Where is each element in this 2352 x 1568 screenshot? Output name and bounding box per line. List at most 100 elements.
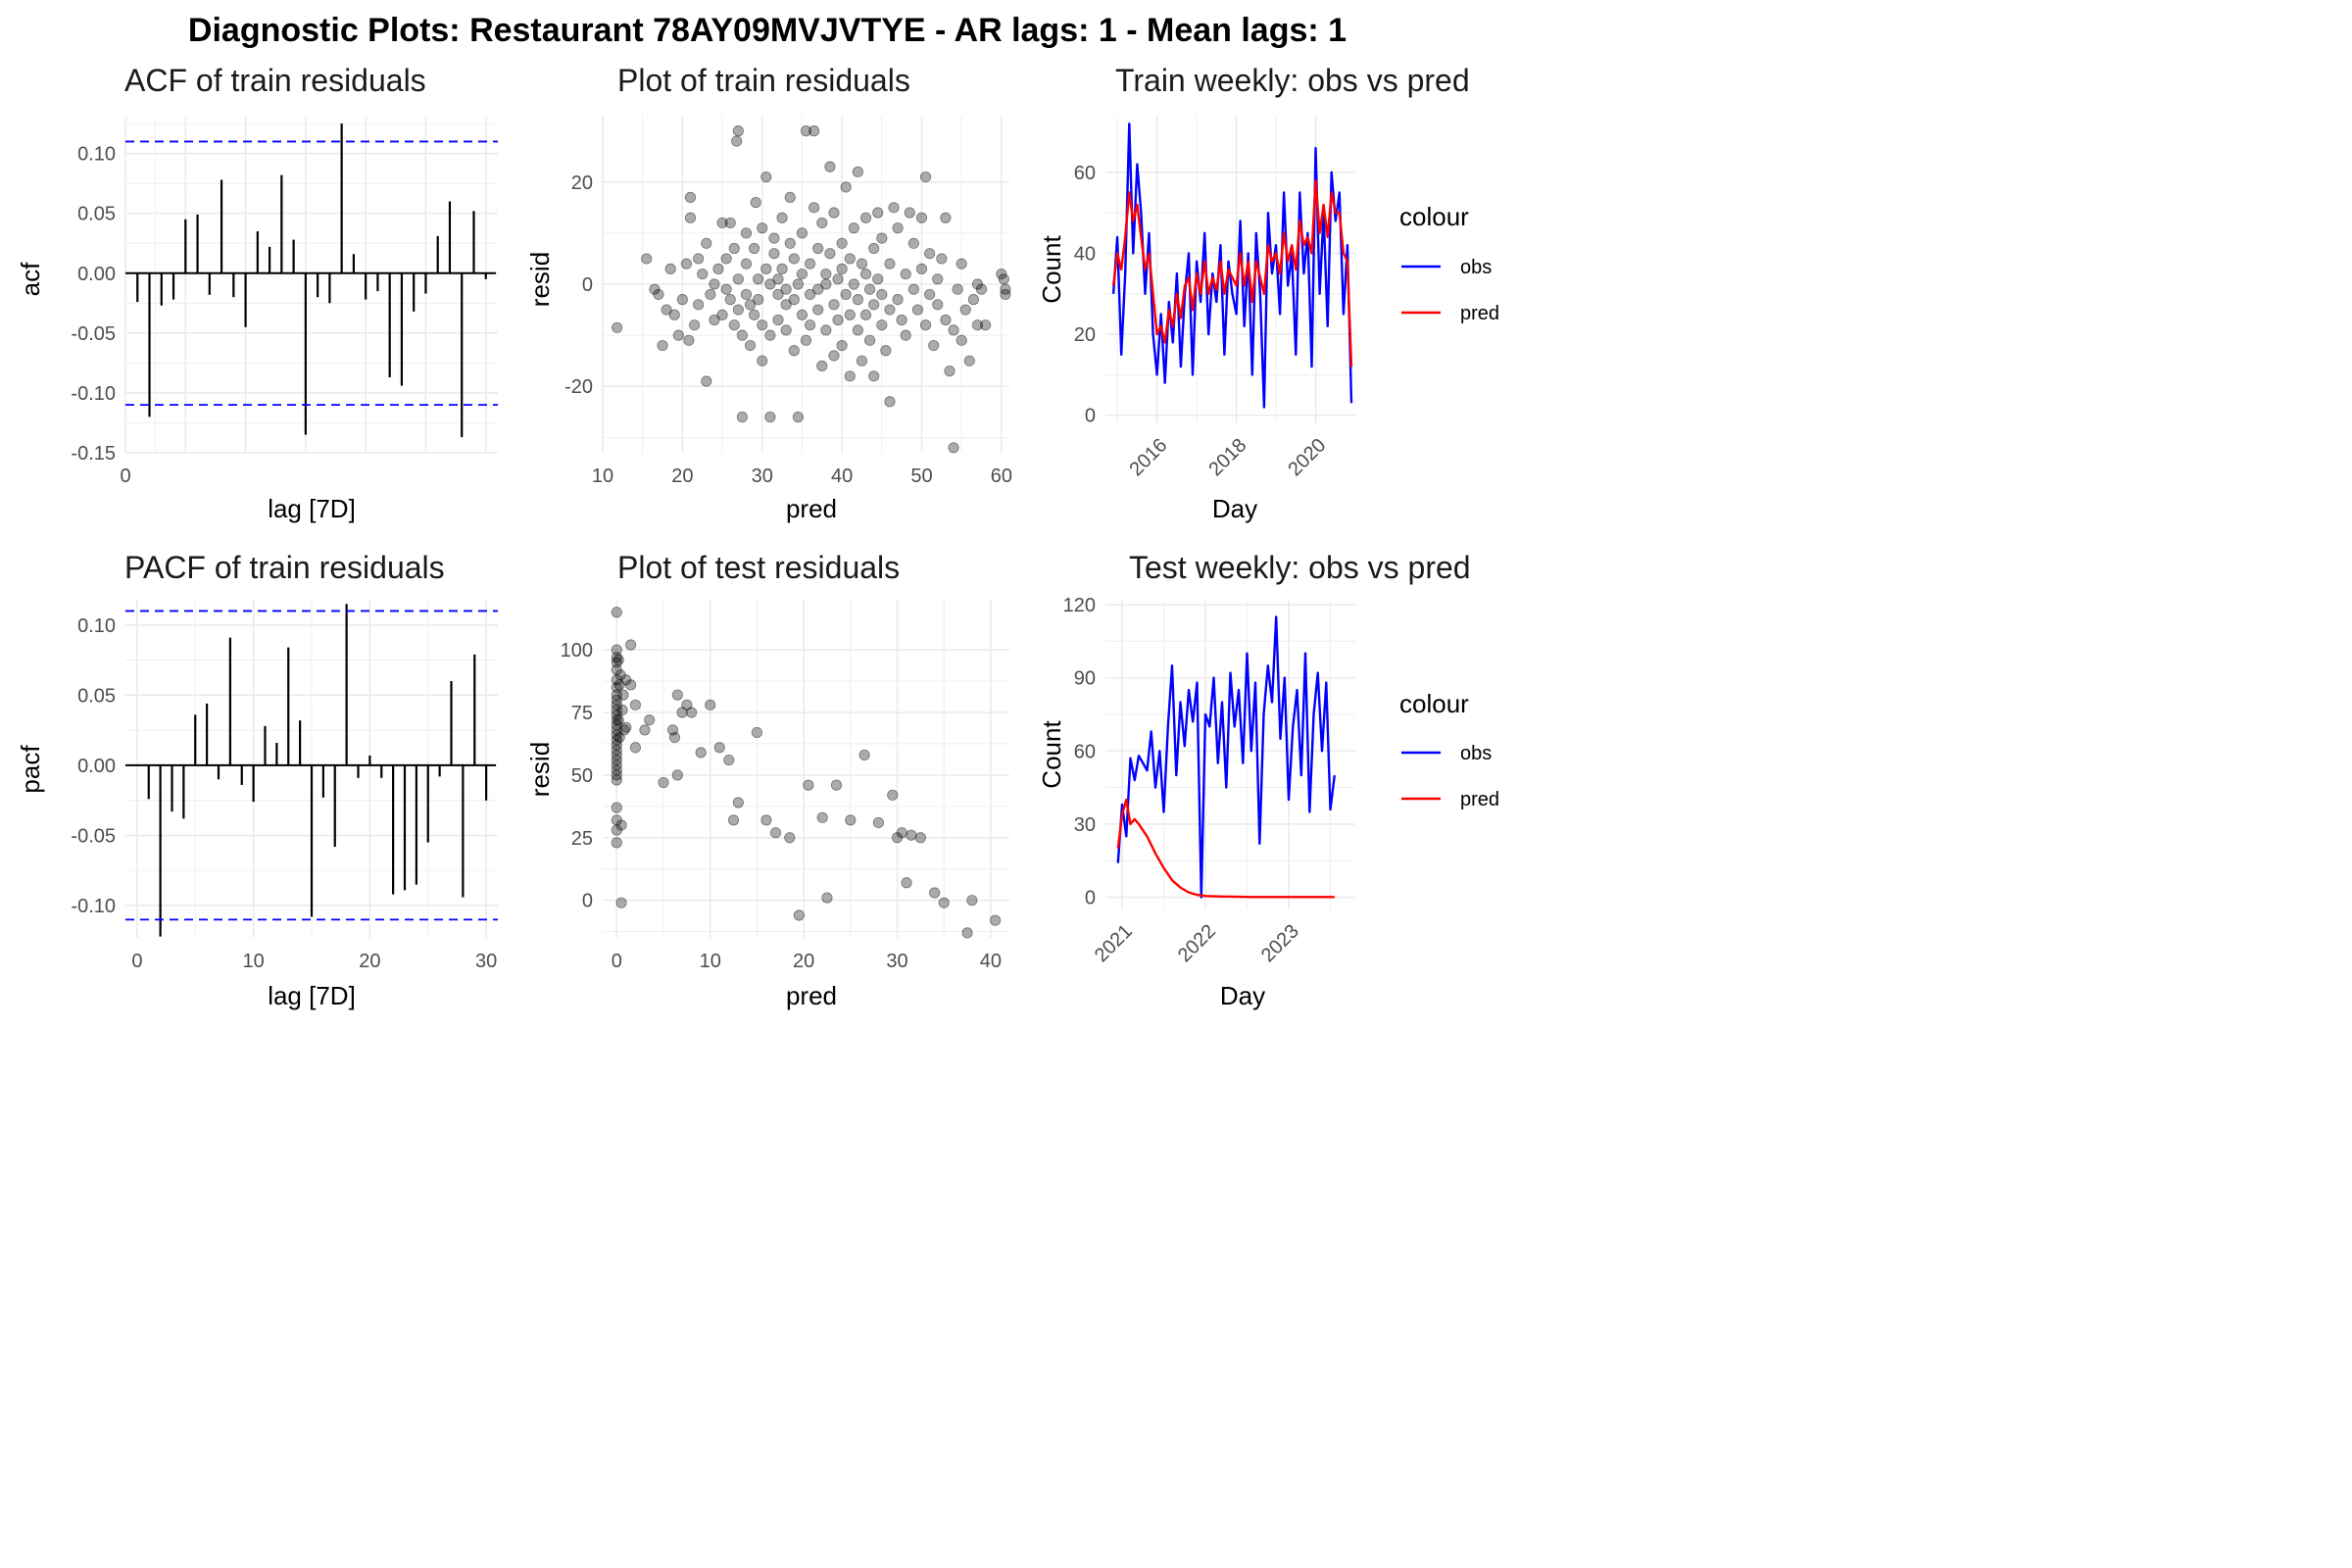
test-legend-title: colour <box>1399 689 1469 718</box>
test_resid-point <box>611 744 622 756</box>
train_resid-point <box>736 411 749 423</box>
test_resid-point <box>617 689 629 701</box>
train_resid-xtick-label: 60 <box>991 466 1012 487</box>
test_resid-point <box>629 742 641 754</box>
pacf-xtick-label: 0 <box>131 951 142 972</box>
train_resid-point <box>832 273 844 285</box>
train_resid-point <box>808 202 820 214</box>
train_resid-point <box>776 263 788 274</box>
test_resid-ytick-label: 100 <box>561 640 593 662</box>
train_resid-point <box>907 237 919 249</box>
pacf-ytick-label: 0.05 <box>77 685 116 707</box>
test_resid-point <box>618 724 630 736</box>
train_resid-point <box>701 375 712 387</box>
train_resid-point <box>804 288 816 301</box>
train_resid-point <box>904 207 915 219</box>
train_resid-point <box>764 278 776 290</box>
train_resid-point <box>788 345 800 357</box>
train_resid-point <box>720 253 732 265</box>
pacf-ylabel: pacf <box>16 745 45 794</box>
test_resid-point <box>732 797 744 808</box>
train_resid-point <box>780 324 792 336</box>
train_resid-point <box>868 299 880 311</box>
train_resid-point <box>884 258 896 270</box>
test_resid-point <box>611 824 622 836</box>
test_resid-point <box>639 724 651 736</box>
test_resid-point <box>727 814 740 826</box>
train_resid-point <box>828 299 840 311</box>
train_resid-point <box>780 283 792 295</box>
train_resid-point <box>772 288 784 301</box>
train_resid-point <box>844 309 856 320</box>
test-legend-obs-label: obs <box>1460 743 1492 764</box>
test_resid-point <box>611 814 622 826</box>
train_resid-point <box>924 248 936 260</box>
train_resid-point <box>768 232 780 244</box>
test_resid-point <box>845 814 857 826</box>
train_resid-point <box>852 324 863 336</box>
train_resid-point <box>649 283 661 295</box>
train_resid-point <box>840 288 852 301</box>
test_resid-point <box>938 897 950 908</box>
train_resid-ytick-label: 20 <box>571 172 593 194</box>
acf-panel: 0.10 0.05 0.00 -0.05 -0.10 -0.150 <box>71 118 498 487</box>
test_resid-point <box>896 827 907 839</box>
train_resid-point <box>919 319 932 331</box>
test_resid-point <box>611 774 622 786</box>
train_resid-ytick-label: -20 <box>564 376 593 398</box>
test_resid-point <box>676 707 688 718</box>
test_resid-point <box>671 769 683 781</box>
train-legend-pred-label: pred <box>1460 303 1499 324</box>
test_resid-point <box>760 814 772 826</box>
train_resid-point <box>859 212 872 223</box>
test_weekly-ytick-label: 0 <box>1085 888 1096 909</box>
train_resid-point <box>680 258 693 270</box>
train_resid-point <box>731 135 743 147</box>
train_resid-point <box>784 191 796 203</box>
pacf-xlabel: lag [7D] <box>268 981 356 1010</box>
train_resid-point <box>852 166 863 177</box>
train-weekly-title: Train weekly: obs vs pred <box>1115 63 1470 98</box>
test_resid-point <box>769 827 782 839</box>
test-resid-ylabel: resid <box>525 742 555 797</box>
test_resid-point <box>705 699 716 710</box>
train_resid-point <box>884 396 896 408</box>
train_resid-point <box>683 334 695 346</box>
train_resid-point <box>952 283 963 295</box>
train_resid-point <box>728 242 740 255</box>
train_resid-point <box>888 202 900 214</box>
acf-xlabel: lag [7D] <box>268 494 356 523</box>
acf-title: ACF of train residuals <box>124 63 426 98</box>
train_resid-point <box>896 314 907 326</box>
train_resid-point <box>824 248 836 260</box>
test_resid-point <box>611 719 622 731</box>
test-resid-panel: 100 75 50 25 0 0 10 20 30 40 <box>561 600 1009 972</box>
test_resid-point <box>901 877 912 889</box>
test_resid-xtick-label: 30 <box>886 951 907 972</box>
train_resid-point <box>967 294 979 306</box>
train_resid-point <box>859 309 872 320</box>
test_resid-point <box>613 679 625 691</box>
test_resid-point <box>793 909 805 921</box>
train_resid-point <box>653 288 664 301</box>
train_resid-point <box>720 283 732 295</box>
test_weekly-ytick-label: 60 <box>1074 741 1096 762</box>
train_resid-point <box>661 304 672 316</box>
test_weekly-ytick-label: 120 <box>1063 595 1096 616</box>
test_resid-point <box>611 749 622 761</box>
train_resid-point <box>848 222 859 234</box>
train_resid-point <box>788 294 800 306</box>
train-resid-ylabel: resid <box>525 252 555 307</box>
test_resid-point <box>671 689 683 701</box>
test_resid-point <box>612 714 624 726</box>
train_resid-point <box>804 319 816 331</box>
train_resid-point <box>812 242 824 255</box>
train-weekly-xlabel: Day <box>1212 494 1257 523</box>
pacf-xtick-label: 10 <box>243 951 265 972</box>
train_resid-ytick-label: 0 <box>582 274 593 296</box>
train_resid-point <box>924 288 936 301</box>
train_resid-point <box>868 370 880 382</box>
pacf-panel: 0.10 0.05 0.00 -0.05 -0.10 0 10 20 30 <box>71 600 498 972</box>
train_resid-point <box>784 237 796 249</box>
